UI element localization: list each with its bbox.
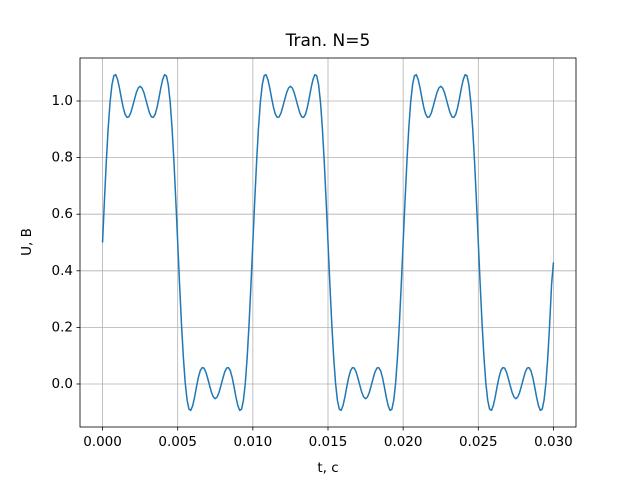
x-tick-label: 0.030 (534, 434, 573, 450)
x-axis-label: t, c (317, 460, 338, 476)
x-tick-label: 0.000 (83, 434, 122, 450)
y-tick-label: 0.0 (52, 376, 73, 392)
chart-title: Tran. N=5 (285, 31, 371, 51)
y-tick-label: 0.4 (52, 263, 73, 279)
y-tick-label: 0.2 (52, 319, 73, 335)
x-tick-label: 0.005 (158, 434, 197, 450)
x-tick-label: 0.010 (234, 434, 273, 450)
y-axis-label: U, B (19, 228, 35, 256)
line-series (101, 73, 555, 412)
y-tick-label: 0.8 (52, 150, 73, 166)
x-tick-label: 0.025 (459, 434, 498, 450)
plot-area (101, 73, 555, 412)
x-tick-label: 0.015 (309, 434, 348, 450)
x-tick-label: 0.020 (384, 434, 423, 450)
y-tick-label: 1.0 (52, 93, 73, 109)
y-tick-label: 0.6 (52, 206, 73, 222)
